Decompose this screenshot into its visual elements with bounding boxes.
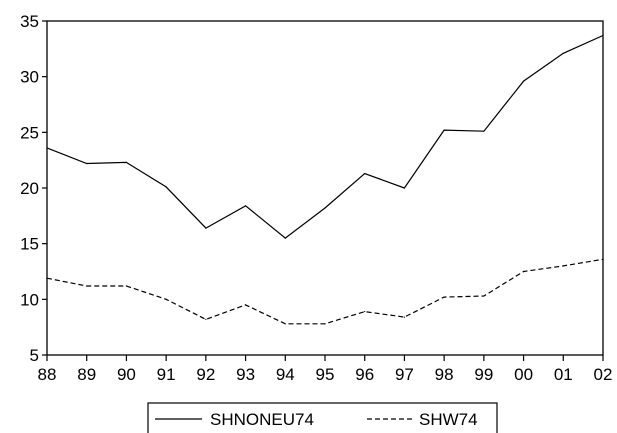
data-point-shnoneu74 <box>46 147 48 149</box>
data-point-shw74 <box>324 323 326 325</box>
plot-frame <box>46 20 604 356</box>
x-tick-label: 98 <box>435 365 454 384</box>
legend: SHNONEU74 SHW74 <box>147 402 498 433</box>
data-point-shw74 <box>602 258 604 260</box>
data-point-shnoneu74 <box>522 80 525 82</box>
x-tick-label: 93 <box>236 365 255 384</box>
data-point-shnoneu74 <box>244 205 247 207</box>
y-tick-label: 25 <box>20 123 39 142</box>
data-point-shw74 <box>165 298 167 300</box>
data-point-shnoneu74 <box>324 207 326 209</box>
x-tick-label: 00 <box>514 365 533 384</box>
x-axis: 88 89 90 91 92 93 94 95 96 97 98 99 00 01 02 <box>38 355 613 384</box>
data-point-shnoneu74 <box>562 52 564 54</box>
y-tick-label: 5 <box>30 346 39 365</box>
data-point-shw74 <box>125 285 128 287</box>
data-point-shnoneu74 <box>284 237 286 239</box>
x-tick-label: 94 <box>276 365 295 384</box>
legend-box <box>147 402 498 433</box>
legend-label-shnoneu74: SHNONEU74 <box>210 410 314 429</box>
data-point-shw74 <box>443 296 445 298</box>
data-point-shw74 <box>46 277 48 279</box>
x-tick-label: 88 <box>38 365 57 384</box>
x-tick-label: 90 <box>117 365 136 384</box>
x-tick-label: 95 <box>316 365 335 384</box>
y-tick-label: 15 <box>20 235 39 254</box>
x-tick-label: 92 <box>196 365 215 384</box>
y-tick-label: 10 <box>20 290 39 309</box>
data-point-shw74 <box>205 318 207 320</box>
data-point-shw74 <box>86 285 88 287</box>
data-point-shnoneu74 <box>483 130 485 132</box>
data-point-shnoneu74 <box>602 34 604 37</box>
data-point-shw74 <box>403 316 406 318</box>
x-tick-label: 02 <box>594 365 613 384</box>
data-point-shnoneu74 <box>443 129 445 131</box>
y-tick-label: 20 <box>20 179 39 198</box>
series-lines <box>46 34 604 325</box>
data-point-shw74 <box>562 265 564 267</box>
y-tick-label: 30 <box>20 68 39 87</box>
x-tick-label: 97 <box>395 365 414 384</box>
data-point-shnoneu74 <box>364 172 366 175</box>
data-point-shnoneu74 <box>403 187 406 189</box>
y-tick-label: 35 <box>20 12 39 31</box>
data-point-shw74 <box>244 304 247 306</box>
x-tick-label: 01 <box>554 365 573 384</box>
data-point-shw74 <box>284 323 286 325</box>
x-tick-label: 89 <box>77 365 96 384</box>
data-point-shw74 <box>364 310 366 313</box>
x-tick-label: 91 <box>157 365 176 384</box>
series-line-shw74 <box>46 258 604 325</box>
y-axis: 5 10 15 20 25 30 35 <box>20 12 47 365</box>
legend-label-shw74: SHW74 <box>419 410 478 429</box>
data-point-shw74 <box>483 295 485 297</box>
data-point-shnoneu74 <box>125 161 128 163</box>
data-point-shnoneu74 <box>165 186 167 188</box>
data-point-shnoneu74 <box>86 162 88 165</box>
x-tick-label: 96 <box>355 365 374 384</box>
data-point-shnoneu74 <box>205 227 207 229</box>
x-tick-label: 99 <box>474 365 493 384</box>
data-point-shw74 <box>522 270 525 273</box>
